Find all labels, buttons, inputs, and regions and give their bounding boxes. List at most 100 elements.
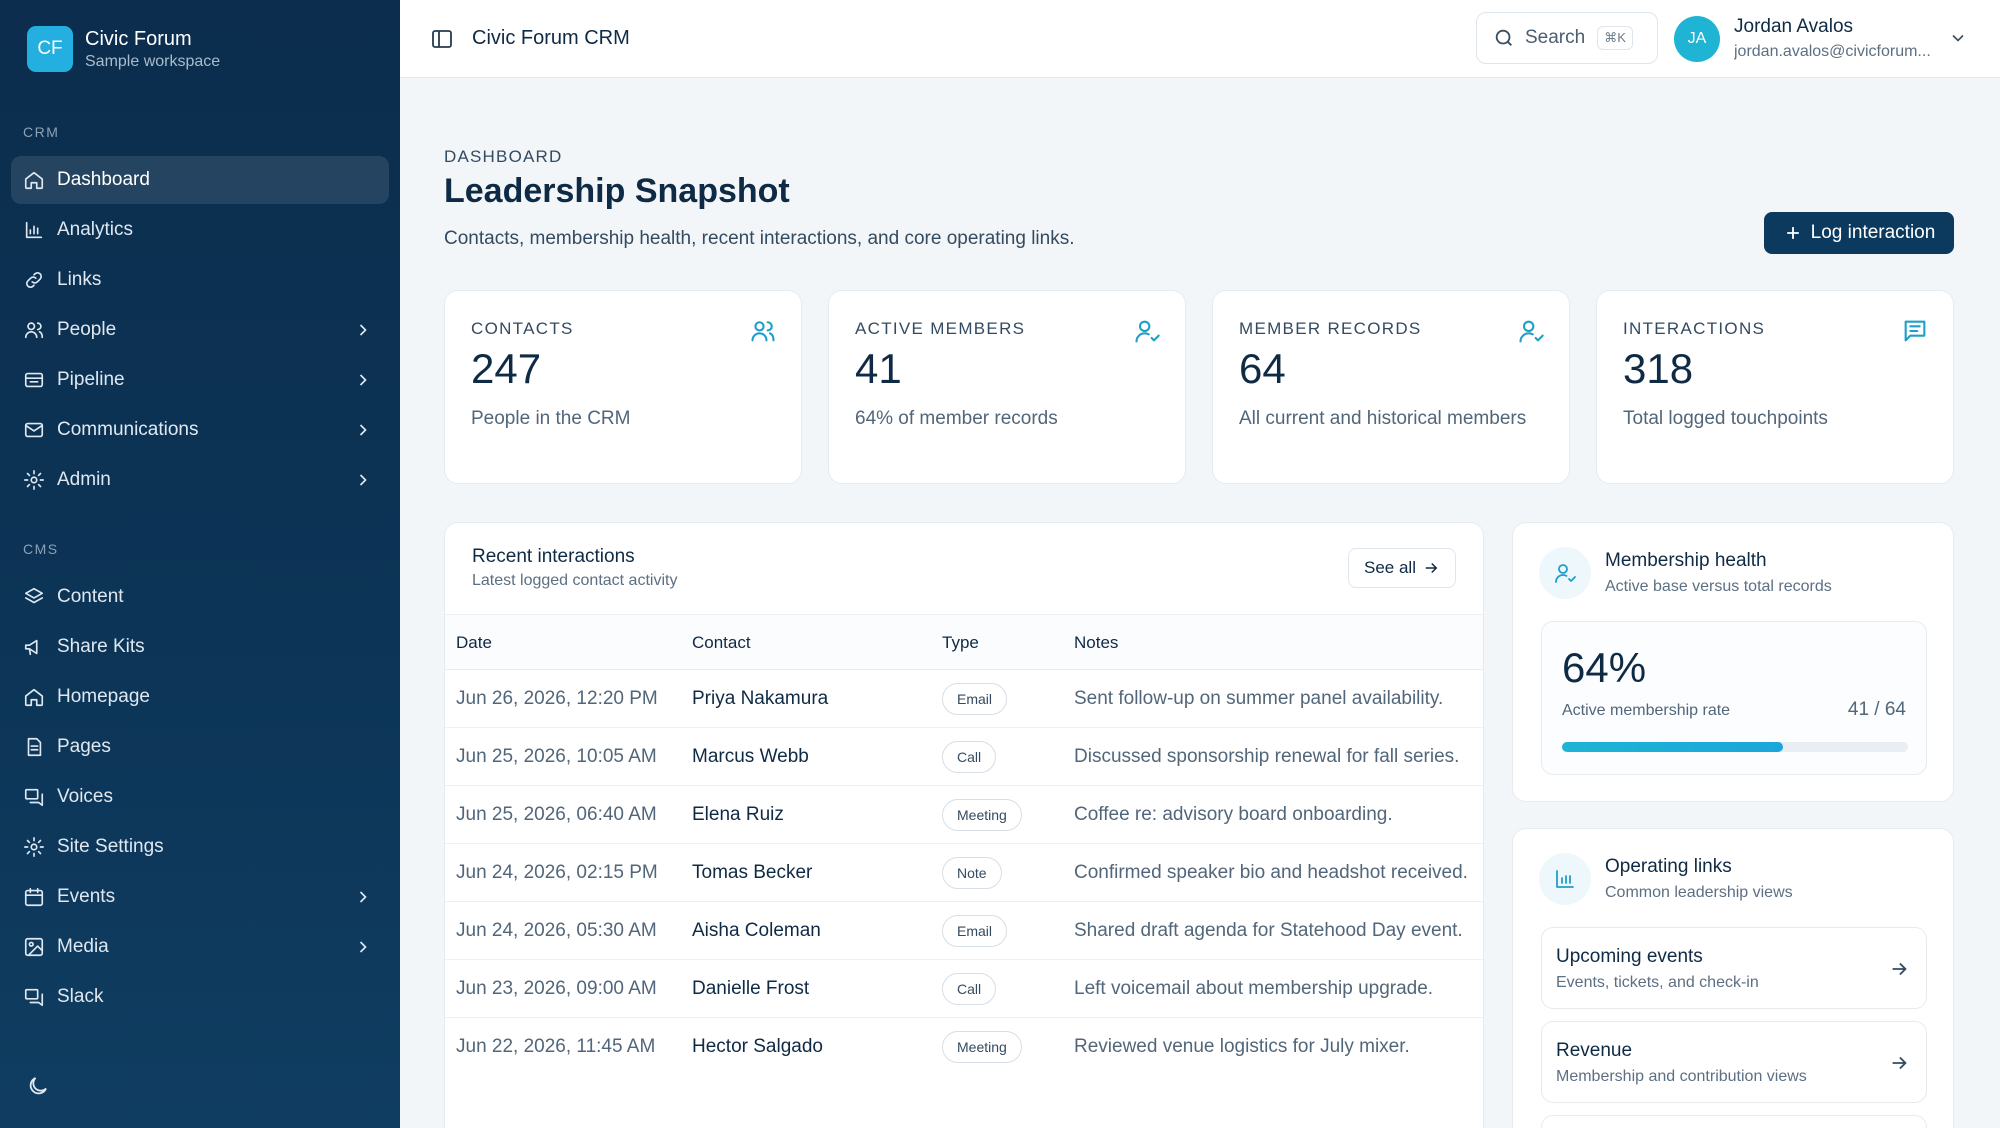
sidebar-item-label: Pipeline: [57, 369, 125, 390]
search-shortcut: ⌘K: [1597, 26, 1633, 50]
operating-links-card: Operating links Common leadership views …: [1512, 828, 1954, 1128]
people-icon: [749, 317, 777, 345]
row-notes: Confirmed speaker bio and headshot recei…: [1074, 862, 1468, 883]
type-badge: Note: [942, 857, 1002, 889]
stat-card-interactions: INTERACTIONS 318 Total logged touchpoint…: [1596, 290, 1954, 484]
search-icon: [1495, 29, 1512, 46]
sidebar-item-homepage[interactable]: Homepage: [11, 673, 389, 721]
table-row[interactable]: Jun 22, 2026, 11:45 AM Hector Salgado Me…: [445, 1018, 1483, 1076]
sidebar-item-dashboard[interactable]: Dashboard: [11, 156, 389, 204]
row-notes: Coffee re: advisory board onboarding.: [1074, 804, 1393, 825]
row-date: Jun 24, 2026, 02:15 PM: [456, 862, 658, 883]
workspace-switcher[interactable]: CF Civic Forum Sample workspace: [27, 26, 220, 72]
link-icon: [23, 269, 45, 291]
breadcrumb: DASHBOARD: [444, 147, 563, 166]
page-subtitle: Contacts, membership health, recent inte…: [444, 228, 1075, 249]
recent-interactions-card: Recent interactions Latest logged contac…: [444, 522, 1484, 1128]
link-upcoming-events[interactable]: Upcoming events Events, tickets, and che…: [1541, 927, 1927, 1009]
column-header-notes: Notes: [1074, 633, 1119, 652]
sidebar-item-voices[interactable]: Voices: [11, 773, 389, 821]
table-row[interactable]: Jun 24, 2026, 05:30 AM Aisha Coleman Ema…: [445, 902, 1483, 960]
sidebar-item-analytics[interactable]: Analytics: [11, 206, 389, 254]
row-date: Jun 25, 2026, 10:05 AM: [456, 746, 657, 767]
chevron-down-icon[interactable]: [1948, 28, 1968, 48]
sidebar-item-links[interactable]: Links: [11, 256, 389, 304]
table-row[interactable]: Jun 23, 2026, 09:00 AM Danielle Frost Ca…: [445, 960, 1483, 1018]
column-header-type: Type: [942, 633, 979, 652]
chevron-right-icon: [353, 320, 373, 340]
stat-label: MEMBER RECORDS: [1239, 319, 1422, 338]
row-contact[interactable]: Danielle Frost: [692, 978, 810, 999]
row-contact[interactable]: Hector Salgado: [692, 1036, 823, 1057]
user-check-icon: [1133, 317, 1161, 345]
stat-description: 64% of member records: [855, 408, 1058, 429]
link-revenue[interactable]: Revenue Membership and contribution view…: [1541, 1021, 1927, 1103]
brand-logo: CF: [27, 26, 73, 72]
home-icon: [23, 686, 45, 708]
sidebar-item-admin[interactable]: Admin: [11, 456, 389, 504]
sidebar-toggle-icon[interactable]: [430, 27, 454, 51]
chevron-right-icon: [353, 937, 373, 957]
row-date: Jun 26, 2026, 12:20 PM: [456, 688, 658, 709]
message-icon: [1901, 317, 1929, 345]
sidebar-item-media[interactable]: Media: [11, 923, 389, 971]
sidebar-item-people[interactable]: People: [11, 306, 389, 354]
row-contact[interactable]: Elena Ruiz: [692, 804, 784, 825]
row-notes: Left voicemail about membership upgrade.: [1074, 978, 1434, 999]
row-contact[interactable]: Marcus Webb: [692, 746, 809, 767]
link-title: Upcoming events: [1556, 946, 1703, 967]
sidebar-item-content[interactable]: Content: [11, 573, 389, 621]
brand-text: Civic Forum Sample workspace: [85, 26, 220, 72]
row-date: Jun 22, 2026, 11:45 AM: [456, 1036, 656, 1057]
mail-icon: [23, 419, 45, 441]
bar-chart-icon: [1539, 853, 1591, 905]
sidebar-item-communications[interactable]: Communications: [11, 406, 389, 454]
row-notes: Discussed sponsorship renewal for fall s…: [1074, 746, 1460, 767]
link-title: Revenue: [1556, 1040, 1633, 1061]
table-row[interactable]: Jun 25, 2026, 10:05 AM Marcus Webb Call …: [445, 728, 1483, 786]
link-item-partial[interactable]: [1541, 1115, 1927, 1128]
row-contact[interactable]: Tomas Becker: [692, 862, 813, 883]
avatar[interactable]: JA: [1674, 16, 1720, 62]
arrow-right-icon: [1425, 562, 1438, 574]
chevron-right-icon: [353, 470, 373, 490]
sidebar-item-label: Communications: [57, 419, 199, 440]
sidebar: CF Civic Forum Sample workspace CRM Dash…: [0, 0, 400, 1128]
stat-description: People in the CRM: [471, 408, 631, 429]
see-all-button[interactable]: See all: [1348, 548, 1456, 588]
membership-progress-fill: [1562, 742, 1784, 752]
sidebar-item-pages[interactable]: Pages: [11, 723, 389, 771]
table-row[interactable]: Jun 26, 2026, 12:20 PM Priya Nakamura Em…: [445, 670, 1483, 728]
user-name[interactable]: Jordan Avalos: [1734, 16, 1854, 37]
page-icon: [23, 736, 45, 758]
sidebar-item-pipeline[interactable]: Pipeline: [11, 356, 389, 404]
sidebar-item-label: Events: [57, 886, 116, 907]
megaphone-icon: [23, 636, 45, 658]
row-notes: Sent follow-up on summer panel availabil…: [1074, 688, 1444, 709]
stat-label: INTERACTIONS: [1623, 319, 1766, 338]
sidebar-item-slack[interactable]: Slack: [11, 973, 389, 1021]
sidebar-item-site-settings[interactable]: Site Settings: [11, 823, 389, 871]
row-contact[interactable]: Priya Nakamura: [692, 688, 829, 709]
log-interaction-button[interactable]: Log interaction: [1764, 212, 1954, 254]
gear-icon: [23, 836, 45, 858]
stat-card-member-records: MEMBER RECORDS 64 All current and histor…: [1212, 290, 1570, 484]
type-badge: Meeting: [942, 1031, 1022, 1063]
moon-icon[interactable]: [26, 1074, 50, 1098]
row-contact[interactable]: Aisha Coleman: [692, 920, 821, 941]
chat-icon: [23, 786, 45, 808]
table-row[interactable]: Jun 24, 2026, 02:15 PM Tomas Becker Note…: [445, 844, 1483, 902]
search-button[interactable]: Search ⌘K: [1476, 12, 1658, 64]
chart-icon: [23, 219, 45, 241]
sidebar-item-share-kits[interactable]: Share Kits: [11, 623, 389, 671]
sidebar-item-label: Voices: [57, 786, 113, 807]
user-check-icon: [1539, 547, 1591, 599]
sidebar-item-events[interactable]: Events: [11, 873, 389, 921]
membership-rate-box: 64% Active membership rate 41 / 64: [1541, 621, 1927, 775]
stat-value: 318: [1623, 345, 1694, 392]
stat-description: Total logged touchpoints: [1623, 408, 1828, 429]
membership-health-card: Membership health Active base versus tot…: [1512, 522, 1954, 802]
brand-subtitle: Sample workspace: [85, 53, 221, 70]
table-row[interactable]: Jun 25, 2026, 06:40 AM Elena Ruiz Meetin…: [445, 786, 1483, 844]
image-icon: [23, 936, 45, 958]
